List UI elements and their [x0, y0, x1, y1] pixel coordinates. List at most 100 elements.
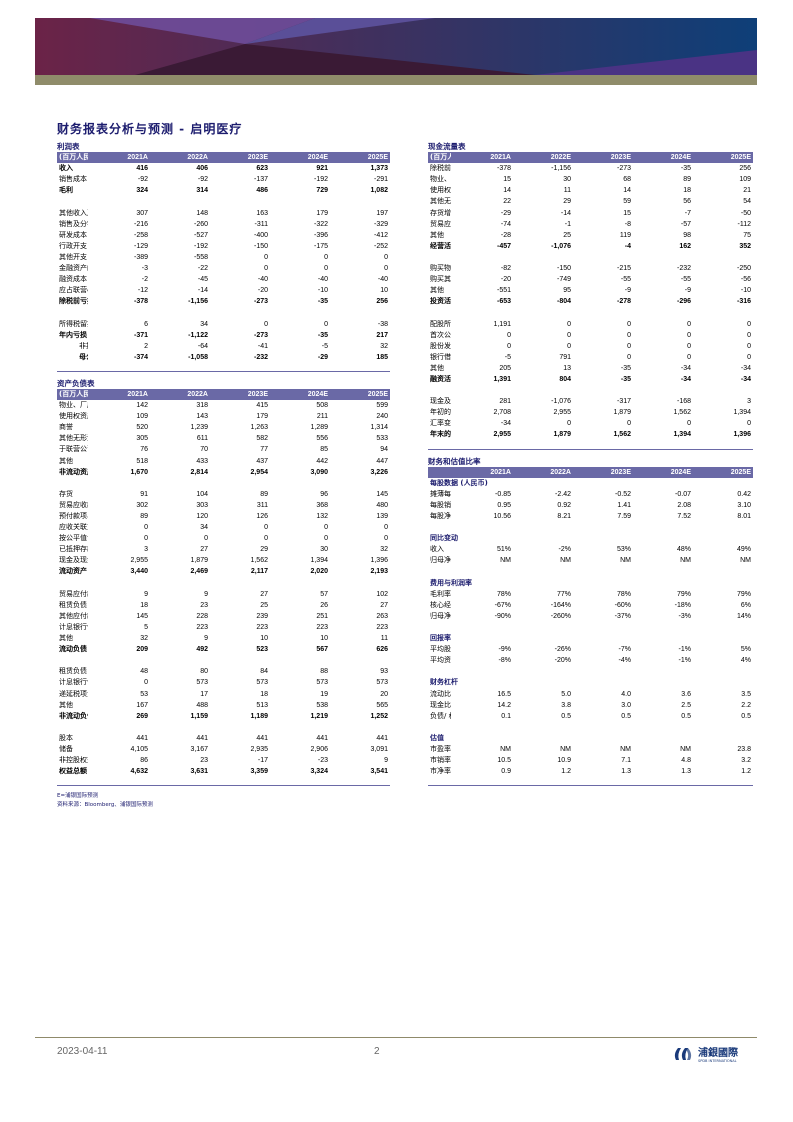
cell-value: 0: [687, 342, 691, 350]
cell-value: 19: [320, 690, 328, 698]
cell-value: 68: [623, 176, 631, 184]
cell-value: 573: [256, 679, 268, 687]
table-row: 除税前亏损 -378 -1,156 -273 -35 256: [428, 163, 753, 174]
row-label: 每股净资产: [430, 512, 451, 520]
cell-value: 76: [140, 446, 148, 454]
cell-value: -34: [740, 364, 751, 372]
cell-value: 441: [136, 734, 148, 742]
cell-value: 1,219: [310, 712, 328, 720]
row-label: 其他开支: [59, 252, 87, 261]
cell-value: 179: [256, 413, 268, 421]
table-row: 物业、厂房及设备 142 318 415 508 599: [57, 400, 390, 411]
cell-value: 0: [627, 353, 631, 361]
cell-value: 437: [256, 457, 268, 465]
column-header-year: 2023E: [610, 468, 631, 476]
table-row: 使用权资产 109 143 179 211 240: [57, 411, 390, 422]
table-row: 年初的现金及现金等价物 2,708 2,955 1,879 1,562 1,394: [428, 407, 753, 418]
cell-value: 4,632: [130, 768, 148, 776]
note-estimate: E=浦银国际预测: [57, 793, 99, 800]
cell-value: 228: [196, 612, 208, 620]
cell-value: NM: [680, 745, 691, 753]
cell-value: -278: [616, 298, 631, 306]
cell-value: 0.1: [501, 712, 511, 720]
cell-value: -55: [680, 276, 691, 284]
cell-value: 23: [200, 757, 208, 765]
cell-value: 53%: [616, 546, 631, 554]
cell-value: 3.5: [741, 690, 751, 698]
cell-value: -20: [257, 287, 268, 295]
cell-value: -8%: [498, 657, 511, 665]
row-label: 银行借款所得款项: [430, 352, 451, 361]
row-label: 其他无形资产摊销: [430, 197, 451, 206]
cell-value: 538: [316, 701, 328, 709]
row-label: 递延税项负债: [59, 689, 88, 698]
column-header-year: 2024E: [307, 154, 328, 162]
spacer-row: [57, 655, 390, 666]
row-label: 股本: [59, 733, 73, 742]
row-label: 其他: [430, 230, 444, 239]
spacer-row: [57, 307, 390, 318]
cell-value: 1,394: [673, 431, 691, 439]
cell-value: -35: [680, 165, 691, 173]
column-header-year: 2023E: [247, 154, 268, 162]
row-label: 除税前亏损: [59, 297, 88, 306]
cell-value: 2,814: [190, 468, 208, 476]
subsection-heading: 同比变动: [428, 533, 753, 544]
cell-value: -34: [680, 375, 691, 383]
cell-value: 565: [376, 701, 388, 709]
cell-value: 3.0: [621, 701, 631, 709]
cell-value: 25: [260, 601, 268, 609]
subsection-heading: 估值: [428, 733, 753, 744]
row-label: 现金及现金等价物增加净额: [430, 397, 451, 406]
table-row: 市盈率 (x) NM NM NM NM 23.8: [428, 744, 753, 755]
cell-value: 1,562: [673, 409, 691, 417]
table-row: 其他 205 13 -35 -34 -34: [428, 363, 753, 374]
cell-value: 80: [200, 668, 208, 676]
cell-value: 139: [376, 513, 388, 520]
cell-value: 2,954: [250, 468, 268, 476]
column-header-year: 2022A: [187, 154, 208, 162]
cell-value: -37%: [614, 612, 631, 620]
column-header-year: 2022A: [550, 468, 571, 476]
cell-value: 406: [196, 165, 208, 173]
cell-value: 0: [324, 320, 328, 328]
table-row: 现金及现金等价物 2,955 1,879 1,562 1,394 1,396: [57, 555, 390, 566]
table-row: 非流动负债 269 1,159 1,189 1,219 1,252: [57, 711, 390, 722]
row-label: 年末的现金及现金等价物: [430, 430, 451, 439]
cell-value: 368: [316, 501, 328, 509]
cell-value: 78%: [616, 590, 631, 598]
table-row: 非控股权益 86 23 -17 -23 9: [57, 755, 390, 766]
table-title: 财务和估值比率: [428, 456, 481, 466]
cell-value: 441: [256, 734, 268, 742]
cell-value: 442: [316, 457, 328, 465]
cell-value: 582: [256, 435, 268, 443]
column-header-year: 2025E: [730, 468, 751, 476]
row-label: 母公司拥有人: [79, 352, 88, 361]
cell-value: 3,440: [130, 568, 148, 576]
cell-value: 729: [316, 187, 328, 195]
row-label: 租赁负债: [59, 667, 87, 676]
row-label: 研发成本: [59, 230, 87, 239]
cell-value: -55: [620, 276, 631, 284]
cell-value: 0: [687, 331, 691, 339]
row-label: 销售成本: [59, 175, 87, 184]
spacer-row: [57, 722, 390, 733]
row-label: 同比变动: [430, 534, 458, 543]
row-label: 经营活动所用现金流量净额: [430, 241, 451, 250]
cell-value: 32: [380, 546, 388, 554]
row-label: 归母净利率: [430, 611, 451, 620]
row-label: 预付款项、其他应收款项及其他资产: [59, 512, 88, 520]
cell-value: 488: [196, 701, 208, 709]
table-row: 销售成本 -92 -92 -137 -192 -291: [57, 174, 390, 185]
cell-value: -29: [317, 353, 328, 361]
spacer-row: [57, 196, 390, 207]
cell-value: 3,226: [370, 468, 388, 476]
cell-value: NM: [680, 557, 691, 565]
cell-value: -168: [676, 398, 691, 406]
cell-value: 0.9: [501, 768, 511, 776]
cell-value: -7%: [618, 646, 631, 654]
cell-value: 251: [316, 612, 328, 620]
cell-value: 9: [144, 590, 148, 598]
table-row: 其他 518 433 437 442 447: [57, 456, 390, 467]
cell-value: -232: [676, 265, 691, 273]
